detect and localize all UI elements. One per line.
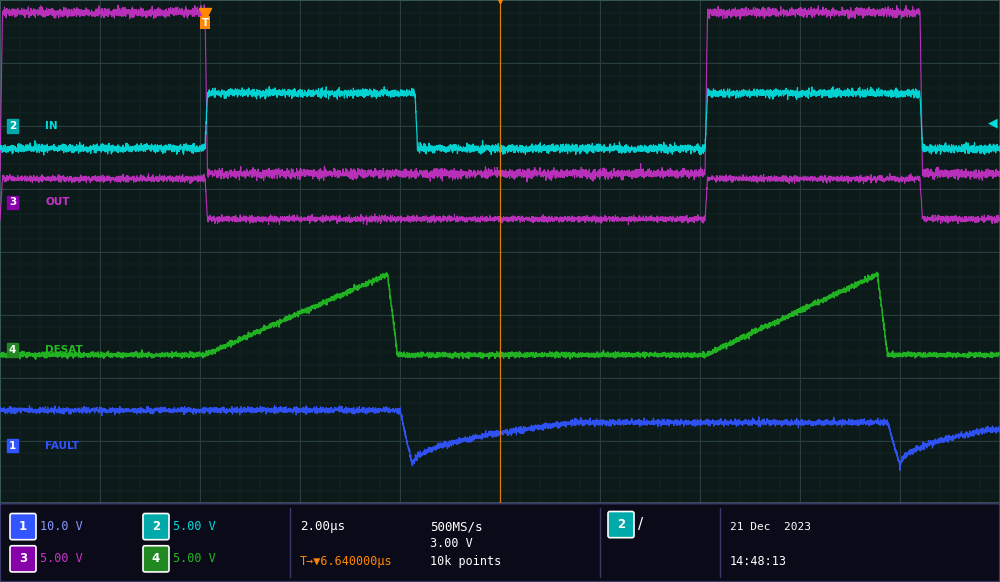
Text: 14:48:13: 14:48:13 — [730, 555, 787, 569]
Text: 10k points: 10k points — [430, 555, 501, 569]
FancyBboxPatch shape — [143, 546, 169, 572]
Text: 1: 1 — [9, 441, 16, 450]
Text: 500MS/s: 500MS/s — [430, 520, 482, 533]
Text: 1: 1 — [19, 520, 27, 533]
Text: 4: 4 — [9, 345, 16, 355]
FancyBboxPatch shape — [10, 513, 36, 540]
Text: 5.00 V: 5.00 V — [173, 552, 216, 565]
Text: OUT: OUT — [45, 197, 70, 207]
Text: FAULT: FAULT — [45, 441, 79, 450]
FancyBboxPatch shape — [0, 503, 1000, 582]
Text: 4: 4 — [152, 552, 160, 565]
Text: 2.00μs: 2.00μs — [300, 520, 345, 533]
Text: T→▼6.640000μs: T→▼6.640000μs — [300, 555, 393, 569]
Text: ◀: ◀ — [988, 117, 998, 130]
Text: 2: 2 — [9, 121, 16, 131]
FancyBboxPatch shape — [10, 546, 36, 572]
Text: DESAT: DESAT — [45, 345, 83, 355]
Text: 3.00 V: 3.00 V — [430, 537, 473, 550]
Text: 10.0 V: 10.0 V — [40, 520, 83, 533]
Text: 5.00 V: 5.00 V — [173, 520, 216, 533]
Text: T: T — [201, 17, 209, 28]
Text: 2: 2 — [617, 518, 625, 531]
Text: 2: 2 — [152, 520, 160, 533]
Text: 3: 3 — [19, 552, 27, 565]
Text: IN: IN — [45, 121, 58, 131]
Text: /: / — [638, 517, 643, 532]
Text: 5.00 V: 5.00 V — [40, 552, 83, 565]
FancyBboxPatch shape — [143, 513, 169, 540]
Text: 21 Dec  2023: 21 Dec 2023 — [730, 521, 811, 531]
Text: 3: 3 — [9, 197, 16, 207]
FancyBboxPatch shape — [608, 512, 634, 538]
